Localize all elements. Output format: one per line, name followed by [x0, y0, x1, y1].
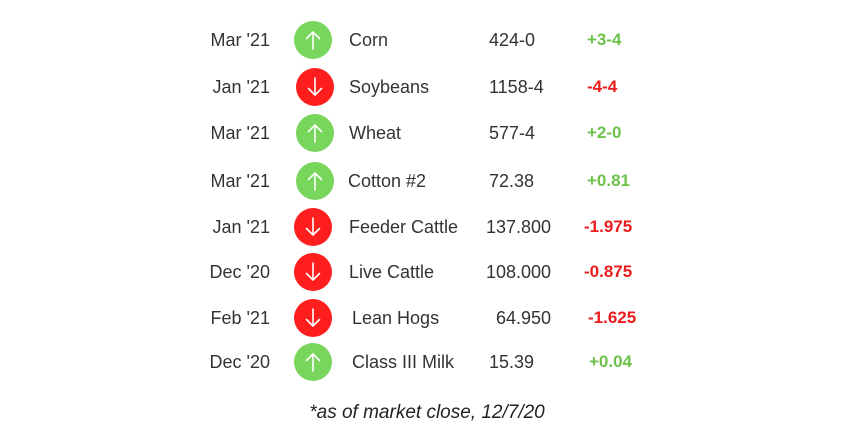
commodity-name: Feeder Cattle [349, 217, 459, 237]
price: 108.000 [486, 262, 552, 282]
price: 64.950 [496, 308, 552, 328]
price: 577-4 [489, 123, 536, 143]
table-row: Feb '21 Lean Hogs 64.950 -1.625 [0, 296, 854, 340]
contract-month: Jan '21 [212, 77, 270, 97]
footnote: *as of market close, 12/7/20 [309, 402, 545, 423]
contract-month: Mar '21 [210, 30, 270, 50]
contract-month: Mar '21 [210, 123, 270, 143]
arrow-up-icon [296, 162, 334, 200]
commodity-name: Soybeans [349, 77, 430, 97]
contract-month: Dec '20 [209, 262, 270, 282]
price: 15.39 [489, 352, 535, 372]
price-change: -1.625 [588, 308, 637, 327]
price-change: +0.04 [589, 352, 633, 371]
commodity-name: Wheat [349, 123, 402, 143]
price: 424-0 [489, 30, 536, 50]
arrow-up-icon [294, 343, 332, 381]
arrow-down-icon [294, 299, 332, 337]
price-change: -1.975 [584, 217, 633, 236]
commodity-name: Lean Hogs [352, 308, 440, 328]
arrow-down-icon [296, 68, 334, 106]
contract-month: Mar '21 [210, 171, 270, 191]
arrow-down-icon [294, 208, 332, 246]
arrow-up-icon [294, 21, 332, 59]
contract-month: Feb '21 [210, 308, 270, 328]
table-row: Dec '20 Class III Milk 15.39 +0.04 [0, 340, 854, 384]
table-row: Dec '20 Live Cattle 108.000 -0.875 [0, 250, 854, 294]
arrow-up-icon [296, 114, 334, 152]
contract-month: Jan '21 [212, 217, 270, 237]
table-row: Mar '21 Corn 424-0 +3-4 [0, 18, 854, 62]
price-change: +0.81 [587, 171, 631, 190]
table-row: Jan '21 Feeder Cattle 137.800 -1.975 [0, 205, 854, 249]
price-change: -4-4 [587, 77, 618, 96]
price: 72.38 [489, 171, 535, 191]
table-row: Mar '21 Wheat 577-4 +2-0 [0, 111, 854, 155]
price-change: +2-0 [587, 123, 622, 142]
commodity-name: Live Cattle [349, 262, 435, 282]
price-change: -0.875 [584, 262, 633, 281]
table-row: Jan '21 Soybeans 1158-4 -4-4 [0, 65, 854, 109]
contract-month: Dec '20 [209, 352, 270, 372]
commodity-name: Corn [349, 30, 389, 50]
price: 137.800 [486, 217, 552, 237]
price: 1158-4 [489, 77, 544, 97]
commodity-name: Cotton #2 [348, 171, 427, 191]
price-change: +3-4 [587, 30, 622, 49]
commodity-name: Class III Milk [352, 352, 455, 372]
table-row: Mar '21 Cotton #2 72.38 +0.81 [0, 159, 854, 203]
arrow-down-icon [294, 253, 332, 291]
